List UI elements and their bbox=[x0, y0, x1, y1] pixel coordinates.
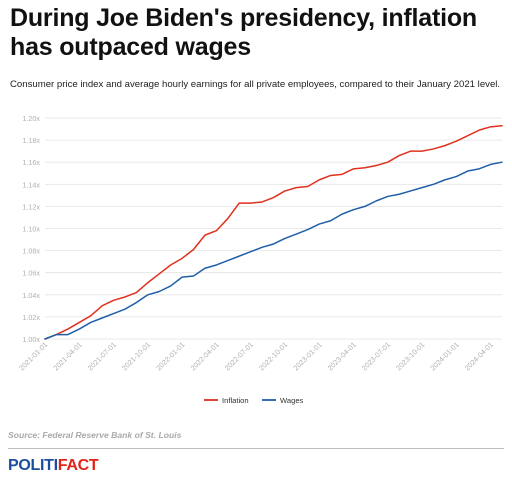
legend: Inflation Wages bbox=[204, 396, 304, 405]
y-tick-label: 1.04x bbox=[22, 291, 40, 300]
chart-title: During Joe Biden's presidency, inflation… bbox=[10, 4, 478, 61]
x-tick-label: 2023-10-01 bbox=[394, 340, 426, 372]
chart-subtitle: Consumer price index and average hourly … bbox=[10, 79, 501, 90]
y-tick-label: 1.12x bbox=[22, 202, 40, 211]
footer-divider bbox=[8, 448, 504, 449]
y-tick-label: 1.14x bbox=[22, 180, 40, 189]
x-tick-label: 2022-01-01 bbox=[154, 340, 186, 372]
legend-label-inflation: Inflation bbox=[222, 396, 249, 405]
x-tick-label: 2021-07-01 bbox=[86, 340, 118, 372]
y-tick-label: 1.06x bbox=[22, 269, 40, 278]
logo-text-fact: FACT bbox=[57, 457, 99, 474]
x-tick-label: 2022-07-01 bbox=[223, 340, 255, 372]
x-tick-label: 2022-10-01 bbox=[257, 340, 289, 372]
y-tick-label: 1.18x bbox=[22, 136, 40, 145]
series-line-wages bbox=[44, 161, 503, 340]
source-note: Source: Federal Reserve Bank of St. Loui… bbox=[8, 430, 182, 440]
line-chart: 1.00x 1.02x 1.04x 1.06x 1.08x 1.10x 1.12x 1.14x… bbox=[17, 114, 503, 405]
series-lines bbox=[44, 124, 503, 340]
x-tick-label: 2021-10-01 bbox=[120, 340, 152, 372]
y-tick-label: 1.08x bbox=[22, 247, 40, 256]
x-tick-label: 2024-04-01 bbox=[463, 340, 495, 372]
x-tick-label: 2023-07-01 bbox=[360, 340, 392, 372]
logo-text-politi: POLITI bbox=[8, 457, 58, 474]
series-line-inflation bbox=[44, 124, 503, 340]
x-tick-label: 2023-04-01 bbox=[326, 340, 358, 372]
x-axis-ticks: 2021-01-01 2021-04-01 2021-07-01 2021-10-01… bbox=[17, 340, 495, 372]
y-axis-ticks: 1.00x 1.02x 1.04x 1.06x 1.08x 1.10x 1.12x 1.14x… bbox=[22, 114, 40, 344]
x-tick-label: 2021-01-01 bbox=[17, 340, 49, 372]
chart-grid bbox=[45, 117, 502, 340]
y-tick-label: 1.10x bbox=[22, 225, 40, 234]
politifact-logo: POLITIFACT bbox=[8, 457, 99, 475]
x-tick-label: 2023-01-01 bbox=[291, 340, 323, 372]
x-tick-label: 2024-01-01 bbox=[428, 340, 460, 372]
y-tick-label: 1.20x bbox=[22, 114, 40, 123]
x-tick-label: 2022-04-01 bbox=[188, 340, 220, 372]
y-tick-label: 1.16x bbox=[22, 158, 40, 167]
y-tick-label: 1.02x bbox=[22, 313, 40, 322]
legend-label-wages: Wages bbox=[280, 396, 304, 405]
y-tick-label: 1.00x bbox=[22, 335, 40, 344]
x-tick-label: 2021-04-01 bbox=[51, 340, 83, 372]
